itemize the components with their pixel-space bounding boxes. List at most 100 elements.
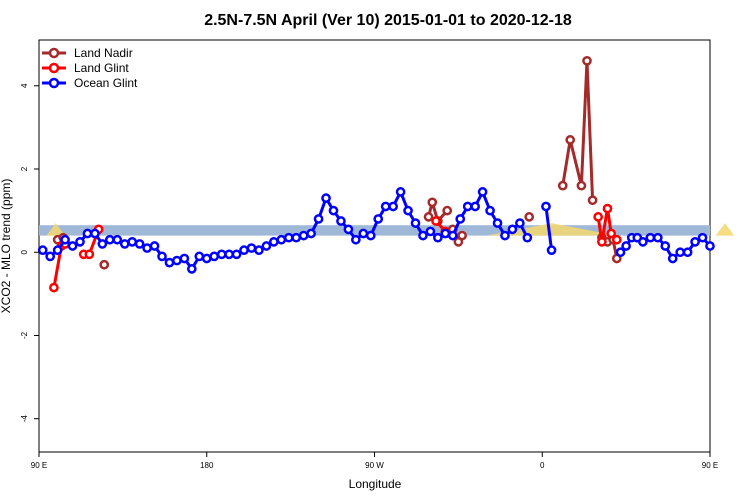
y-tick-label: 2 xyxy=(20,166,29,171)
data-point-ocean-glint xyxy=(186,264,197,274)
series-line-ocean-glint xyxy=(544,206,554,251)
legend-item-land-nadir: Land Nadir xyxy=(42,46,133,60)
data-point-land-glint xyxy=(606,228,617,239)
data-point-ocean-glint xyxy=(425,226,436,237)
data-point-ocean-glint xyxy=(477,187,488,197)
x-axis-label: Longitude xyxy=(349,477,402,491)
data-point-ocean-glint xyxy=(440,228,451,239)
data-point-ocean-glint xyxy=(306,228,316,239)
data-point-ocean-glint xyxy=(462,201,473,212)
legend-item-ocean-glint: Ocean Glint xyxy=(42,76,138,90)
data-point-ocean-glint xyxy=(60,234,70,245)
data-point-ocean-glint xyxy=(470,201,480,212)
data-point-ocean-glint xyxy=(276,234,287,245)
data-point-ocean-glint xyxy=(149,241,160,251)
legend-item-land-glint: Land Glint xyxy=(42,61,129,75)
data-point-ocean-glint xyxy=(246,243,257,253)
plot-area xyxy=(37,39,735,453)
series-line-land-nadir xyxy=(427,200,449,223)
data-point-ocean-glint xyxy=(239,245,249,256)
data-point-land-glint xyxy=(597,236,607,247)
data-point-ocean-glint xyxy=(336,216,346,226)
data-point-ocean-glint xyxy=(216,249,227,260)
data-point-ocean-glint xyxy=(254,245,264,256)
data-point-ocean-glint xyxy=(224,249,234,260)
band-peak xyxy=(46,223,66,236)
data-point-ocean-glint xyxy=(231,249,242,260)
y-tick-label: 0 xyxy=(20,249,29,254)
x-tick-label: 180 xyxy=(200,461,214,470)
data-point-ocean-glint xyxy=(418,230,428,241)
legend-marker-land-glint xyxy=(48,62,60,74)
data-point-ocean-glint xyxy=(546,245,557,256)
data-point-ocean-glint xyxy=(638,236,648,247)
data-point-ocean-glint xyxy=(201,253,212,264)
data-point-ocean-glint xyxy=(522,232,533,243)
data-point-land-glint xyxy=(611,234,622,245)
data-point-ocean-glint xyxy=(645,232,656,243)
data-point-ocean-glint xyxy=(37,245,48,256)
data-point-ocean-glint xyxy=(667,253,678,264)
data-point-ocean-glint xyxy=(660,241,671,251)
data-point-ocean-glint xyxy=(365,230,376,241)
data-point-ocean-glint xyxy=(313,214,324,224)
data-point-ocean-glint xyxy=(485,205,495,216)
data-point-ocean-glint xyxy=(705,241,715,251)
data-point-land-nadir xyxy=(457,230,467,241)
data-point-ocean-glint xyxy=(179,253,190,264)
legend-label-ocean-glint: Ocean Glint xyxy=(74,76,138,90)
series-layer xyxy=(37,55,715,293)
data-point-ocean-glint xyxy=(358,228,369,239)
y-axis: -4 -2 0 2 4 xyxy=(20,83,39,422)
data-point-land-glint xyxy=(602,203,613,214)
data-point-ocean-glint xyxy=(157,251,167,262)
data-point-land-nadir xyxy=(576,180,587,191)
data-point-ocean-glint xyxy=(142,243,152,253)
data-point-ocean-glint xyxy=(112,234,123,245)
series-land-glint xyxy=(49,203,622,293)
data-point-land-glint xyxy=(431,216,441,226)
legend-label-land-glint: Land Glint xyxy=(74,61,129,75)
x-tick-label: 0 xyxy=(540,461,545,470)
band-peak xyxy=(715,223,735,236)
data-point-ocean-glint xyxy=(269,236,279,247)
data-point-ocean-glint xyxy=(380,201,391,212)
data-point-land-glint xyxy=(593,212,604,222)
y-tick-label: -2 xyxy=(20,331,29,339)
data-point-land-nadir xyxy=(427,197,438,208)
data-point-ocean-glint xyxy=(82,228,93,239)
data-point-ocean-glint xyxy=(492,218,503,228)
data-point-land-nadir xyxy=(442,205,453,216)
band-peaks xyxy=(46,223,735,236)
data-point-ocean-glint xyxy=(298,230,309,241)
legend-marker-land-nadir xyxy=(48,47,60,59)
data-point-ocean-glint xyxy=(172,255,182,266)
data-point-ocean-glint xyxy=(515,218,525,228)
data-point-land-nadir xyxy=(587,195,598,206)
data-point-ocean-glint xyxy=(343,224,354,235)
legend-label-land-nadir: Land Nadir xyxy=(74,46,133,60)
y-axis-label: XCO2 - MLO trend (ppm) xyxy=(0,179,13,314)
data-point-ocean-glint xyxy=(164,257,175,268)
data-point-ocean-glint xyxy=(52,245,63,256)
series-ocean-glint xyxy=(37,187,715,274)
x-tick-label: 90 E xyxy=(31,461,47,470)
data-point-ocean-glint xyxy=(455,214,466,224)
data-point-ocean-glint xyxy=(328,205,339,216)
data-point-ocean-glint xyxy=(447,230,458,241)
data-point-ocean-glint xyxy=(283,232,294,243)
data-point-land-nadir xyxy=(582,55,592,66)
data-point-ocean-glint xyxy=(403,205,413,216)
data-point-land-nadir xyxy=(423,212,434,222)
data-point-ocean-glint xyxy=(507,224,518,235)
legend: Land Nadir Land Glint Ocean Glint xyxy=(42,46,138,90)
data-point-ocean-glint xyxy=(433,232,443,243)
x-tick-label: 90 W xyxy=(365,461,384,470)
series-land-nadir xyxy=(52,55,622,270)
data-point-land-nadir xyxy=(99,259,110,270)
data-point-ocean-glint xyxy=(321,193,331,203)
series-line-land-nadir xyxy=(561,59,595,201)
data-point-ocean-glint xyxy=(652,232,663,243)
data-point-ocean-glint xyxy=(351,234,361,245)
